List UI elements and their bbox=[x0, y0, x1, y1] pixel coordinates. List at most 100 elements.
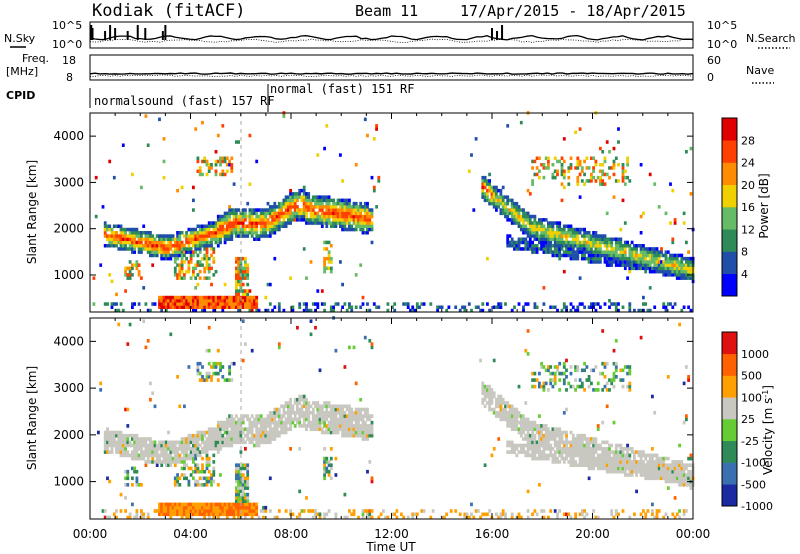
heatmap-cell bbox=[352, 218, 356, 222]
heatmap-cell bbox=[115, 240, 118, 245]
heatmap-cell bbox=[140, 244, 143, 248]
heatmap-cell bbox=[630, 253, 634, 258]
heatmap-cell bbox=[124, 476, 127, 481]
heatmap-cell bbox=[180, 295, 184, 300]
heatmap-cell bbox=[571, 231, 575, 235]
heatmap-cell bbox=[307, 411, 311, 415]
heatmap-cell bbox=[273, 437, 277, 441]
heatmap-cell bbox=[205, 227, 209, 232]
heatmap-cell bbox=[361, 414, 365, 418]
heatmap-cell bbox=[567, 512, 571, 517]
heatmap-cell bbox=[237, 427, 240, 431]
heatmap-cell bbox=[535, 450, 539, 454]
heatmap-cell bbox=[207, 430, 211, 435]
heatmap-cell bbox=[339, 411, 342, 415]
heatmap-cell bbox=[316, 414, 320, 418]
heatmap-cell bbox=[547, 231, 550, 235]
heatmap-cell bbox=[535, 424, 539, 428]
heatmap-cell bbox=[535, 443, 539, 448]
heatmap-cell bbox=[311, 198, 315, 203]
heatmap-cell bbox=[198, 476, 202, 481]
heatmap-cell bbox=[592, 166, 595, 170]
heatmap-cell bbox=[352, 512, 356, 517]
heatmap-cell bbox=[628, 384, 632, 389]
heatmap-cell bbox=[350, 414, 354, 418]
heatmap-cell bbox=[519, 214, 523, 219]
heatmap-cell bbox=[189, 247, 193, 251]
heatmap-cell bbox=[664, 269, 668, 274]
heatmap-cell bbox=[142, 237, 146, 241]
heatmap-cell bbox=[621, 263, 625, 267]
heatmap-cell bbox=[657, 256, 661, 261]
heatmap-cell bbox=[587, 250, 591, 254]
heatmap-cell bbox=[551, 221, 555, 225]
heatmap-cell bbox=[280, 430, 283, 435]
heatmap-cell bbox=[287, 427, 290, 431]
heatmap-cell bbox=[574, 244, 577, 248]
heatmap-cell bbox=[325, 417, 329, 422]
heatmap-cell bbox=[515, 420, 519, 425]
heatmap-cell bbox=[302, 211, 306, 216]
heatmap-cell bbox=[289, 417, 292, 422]
heatmap-cell bbox=[343, 411, 347, 415]
heatmap-cell bbox=[275, 430, 279, 435]
heatmap-cell bbox=[594, 240, 598, 245]
heatmap-cell bbox=[146, 453, 150, 458]
heatmap-cell bbox=[535, 221, 539, 225]
heatmap-cell bbox=[173, 440, 177, 445]
heatmap-cell bbox=[592, 256, 595, 261]
heatmap-cell bbox=[560, 433, 564, 438]
heatmap-cell bbox=[167, 305, 170, 309]
heatmap-cell bbox=[327, 509, 331, 513]
heatmap-cell bbox=[431, 509, 435, 513]
heatmap-cell bbox=[101, 205, 105, 209]
heatmap-cell bbox=[144, 447, 148, 451]
heatmap-cell bbox=[241, 492, 245, 497]
heatmap-cell bbox=[348, 211, 351, 216]
heatmap-cell bbox=[334, 424, 338, 428]
heatmap-cell bbox=[610, 240, 614, 245]
heatmap-cell bbox=[146, 443, 150, 448]
heatmap-cell bbox=[361, 509, 365, 513]
heatmap-cell bbox=[510, 447, 514, 451]
heatmap-cell bbox=[185, 447, 188, 451]
heatmap-cell bbox=[612, 463, 616, 467]
heatmap-cell bbox=[164, 244, 168, 248]
heatmap-cell bbox=[621, 253, 625, 258]
heatmap-cell bbox=[345, 407, 349, 412]
heatmap-cell bbox=[590, 453, 593, 458]
heatmap-cell bbox=[305, 411, 308, 415]
heatmap-cell bbox=[178, 483, 182, 487]
heatmap-cell bbox=[687, 250, 690, 254]
heatmap-cell bbox=[266, 227, 270, 232]
heatmap-cell bbox=[569, 224, 573, 228]
heatmap-cell bbox=[669, 269, 672, 274]
heatmap-cell bbox=[657, 466, 661, 471]
heatmap-cell bbox=[547, 244, 550, 248]
heatmap-cell bbox=[359, 211, 363, 216]
heatmap-cell bbox=[237, 224, 240, 228]
heatmap-cell bbox=[203, 512, 207, 517]
heatmap-cell bbox=[244, 273, 247, 277]
heatmap-cell bbox=[375, 205, 378, 209]
heatmap-cell bbox=[617, 302, 620, 306]
heatmap-cell bbox=[291, 407, 295, 412]
heatmap-cell bbox=[221, 234, 225, 238]
heatmap-cell bbox=[271, 227, 274, 232]
heatmap-cell bbox=[350, 211, 354, 216]
heatmap-cell bbox=[196, 224, 200, 228]
heatmap-cell bbox=[642, 463, 645, 467]
heatmap-cell bbox=[343, 430, 347, 435]
heatmap-cell bbox=[553, 509, 557, 513]
heatmap-cell bbox=[228, 365, 231, 369]
heatmap-cell bbox=[178, 447, 182, 451]
heatmap-cell bbox=[341, 417, 344, 422]
heatmap-cell bbox=[646, 260, 650, 264]
heatmap-cell bbox=[553, 237, 557, 241]
heatmap-cell bbox=[522, 227, 525, 232]
heatmap-cell bbox=[553, 460, 557, 464]
heatmap-cell bbox=[526, 447, 530, 451]
heatmap-cell bbox=[626, 260, 629, 264]
heatmap-cell bbox=[614, 447, 618, 451]
heatmap-cell bbox=[418, 305, 421, 309]
